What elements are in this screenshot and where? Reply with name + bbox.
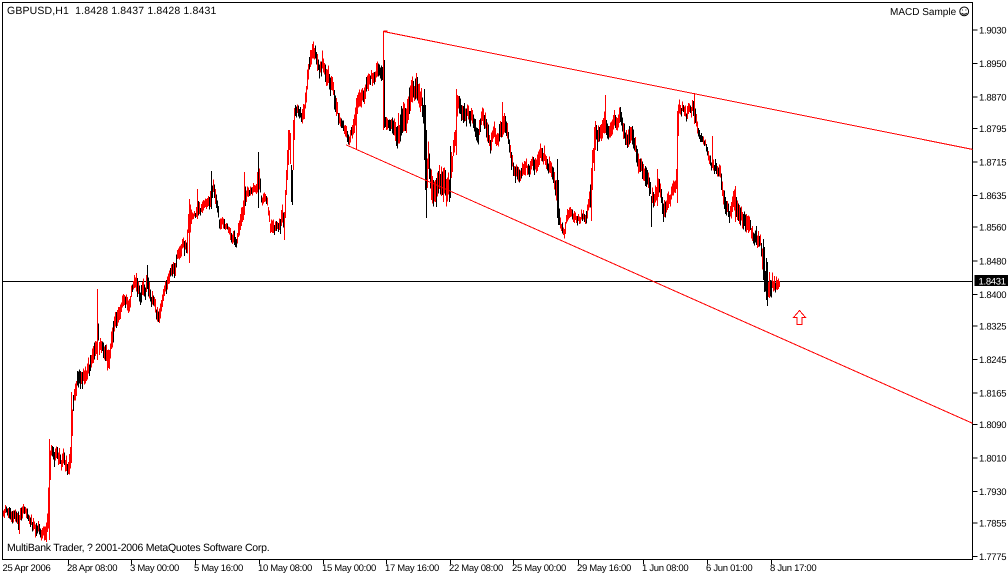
svg-text:25 Apr 2006: 25 Apr 2006: [3, 563, 51, 573]
svg-text:1.8400: 1.8400: [979, 290, 1006, 301]
svg-text:6 Jun 01:00: 6 Jun 01:00: [706, 563, 752, 573]
svg-text:28 Apr 08:00: 28 Apr 08:00: [67, 563, 117, 573]
svg-text:15 May 00:00: 15 May 00:00: [322, 563, 376, 573]
svg-text:22 May 08:00: 22 May 08:00: [449, 563, 503, 573]
svg-text:MACD Sample: MACD Sample: [890, 7, 957, 18]
svg-text:1.8870: 1.8870: [979, 93, 1006, 104]
svg-text:1 Jun 08:00: 1 Jun 08:00: [642, 563, 688, 573]
svg-text:25 May 00:00: 25 May 00:00: [512, 563, 566, 573]
svg-text:10 May 08:00: 10 May 08:00: [258, 563, 312, 573]
svg-text:5 May 16:00: 5 May 16:00: [194, 563, 243, 573]
svg-text:1.8950: 1.8950: [979, 59, 1006, 70]
svg-text:MultiBank Trader, ? 2001-2006: MultiBank Trader, ? 2001-2006 MetaQuotes…: [7, 542, 269, 554]
svg-text:1.8325: 1.8325: [979, 321, 1006, 332]
svg-text:GBPUSD,H1 1.8428 1.8437 1.842: GBPUSD,H1 1.8428 1.8437 1.8428 1.8431: [7, 5, 216, 17]
svg-text:1.8010: 1.8010: [979, 454, 1006, 465]
svg-text:1.8480: 1.8480: [979, 256, 1006, 267]
svg-text:29 May 16:00: 29 May 16:00: [577, 563, 631, 573]
svg-text:1.8165: 1.8165: [979, 388, 1006, 399]
svg-text:1.8245: 1.8245: [979, 355, 1006, 366]
svg-text:1.8431: 1.8431: [979, 277, 1006, 288]
svg-text:1.8715: 1.8715: [979, 158, 1006, 169]
svg-text:8 Jun 17:00: 8 Jun 17:00: [770, 563, 816, 573]
svg-text:1.9030: 1.9030: [979, 26, 1006, 37]
svg-text:17 May 16:00: 17 May 16:00: [385, 563, 439, 573]
svg-text:1.8795: 1.8795: [979, 124, 1006, 135]
svg-text:1.8635: 1.8635: [979, 191, 1006, 202]
svg-text:3 May 00:00: 3 May 00:00: [130, 563, 179, 573]
svg-text:1.8090: 1.8090: [979, 420, 1006, 431]
svg-text:1.7930: 1.7930: [979, 487, 1006, 498]
svg-text:1.7775: 1.7775: [979, 552, 1006, 563]
svg-text:1.8560: 1.8560: [979, 223, 1006, 234]
svg-text:1.7855: 1.7855: [979, 519, 1006, 530]
